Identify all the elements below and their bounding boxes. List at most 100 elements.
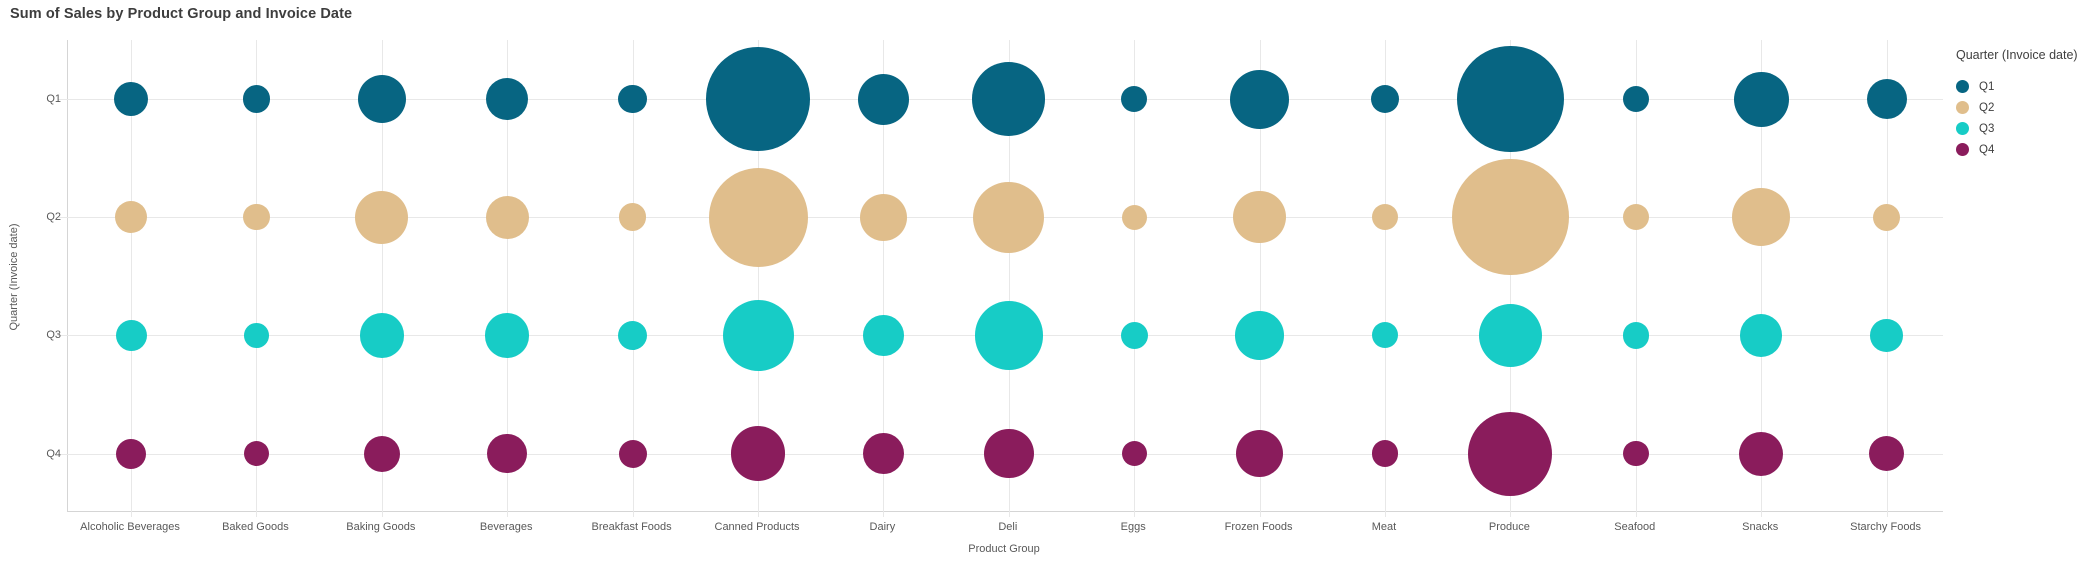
bubble-starchy-foods-q4[interactable] [1869, 436, 1905, 472]
bubble-snacks-q1[interactable] [1733, 71, 1789, 127]
x-tick-label-eggs[interactable]: Eggs [1120, 521, 1146, 533]
bubble-snacks-q4[interactable] [1739, 431, 1784, 476]
x-tick-label-beverages[interactable]: Beverages [479, 521, 533, 533]
gridline-vertical [1761, 40, 1763, 517]
bubble-produce-q3[interactable] [1478, 303, 1543, 368]
bubble-deli-q2[interactable] [973, 181, 1045, 253]
bubble-seafood-q4[interactable] [1623, 440, 1649, 467]
legend: Quarter (Invoice date) Q1 Q2 Q3 Q4 [1956, 48, 2092, 160]
bubble-breakfast-foods-q2[interactable] [618, 203, 647, 231]
gridline-vertical [381, 40, 383, 517]
bubble-beverages-q2[interactable] [485, 195, 529, 239]
legend-item-q2[interactable]: Q2 [1956, 97, 2092, 118]
bubble-deli-q1[interactable] [972, 62, 1046, 136]
bubble-breakfast-foods-q4[interactable] [618, 439, 647, 468]
bubble-frozen-foods-q1[interactable] [1230, 69, 1290, 129]
bubble-baking-goods-q3[interactable] [359, 313, 405, 358]
x-tick-label-alcoholic-beverages[interactable]: Alcoholic Beverages [80, 521, 180, 533]
bubble-eggs-q3[interactable] [1120, 321, 1148, 350]
bubble-starchy-foods-q3[interactable] [1870, 319, 1903, 352]
legend-title: Quarter (Invoice date) [1956, 48, 2078, 62]
bubble-dairy-q3[interactable] [863, 315, 904, 356]
bubble-alcoholic-beverages-q1[interactable] [114, 82, 148, 116]
bubble-baking-goods-q4[interactable] [363, 435, 400, 472]
bubble-baked-goods-q4[interactable] [243, 440, 270, 467]
bubble-deli-q3[interactable] [974, 301, 1043, 370]
bubble-canned-products-q4[interactable] [730, 426, 786, 481]
plot-area [58, 40, 1943, 517]
bubble-beverages-q3[interactable] [484, 313, 530, 358]
bubble-canned-products-q3[interactable] [722, 299, 794, 371]
x-tick-label-breakfast-foods[interactable]: Breakfast Foods [591, 521, 672, 533]
x-tick-label-produce[interactable]: Produce [1488, 521, 1530, 533]
bubble-alcoholic-beverages-q3[interactable] [115, 319, 147, 351]
x-tick-label-dairy[interactable]: Dairy [869, 521, 896, 533]
gridline-vertical [507, 40, 509, 517]
gridline-vertical [1385, 40, 1386, 517]
x-tick-label-snacks[interactable]: Snacks [1742, 521, 1779, 533]
bubble-produce-q4[interactable] [1468, 411, 1553, 496]
bubble-alcoholic-beverages-q2[interactable] [114, 200, 148, 234]
x-tick-label-canned-products[interactable]: Canned Products [714, 521, 800, 533]
bubble-canned-products-q2[interactable] [708, 167, 808, 267]
bubble-meat-q3[interactable] [1372, 322, 1398, 349]
bubble-dairy-q1[interactable] [857, 73, 909, 125]
bubble-frozen-foods-q4[interactable] [1235, 429, 1284, 478]
x-tick-label-baking-goods[interactable]: Baking Goods [346, 521, 416, 533]
gridline-vertical [256, 40, 258, 517]
bubble-starchy-foods-q2[interactable] [1872, 203, 1901, 231]
gridline-vertical [758, 40, 759, 517]
bubble-dairy-q4[interactable] [862, 433, 904, 475]
y-tick-label-q1[interactable]: Q1 [46, 93, 61, 105]
bubble-snacks-q3[interactable] [1739, 314, 1783, 357]
y-axis-title: Quarter (Invoice date) [8, 223, 20, 331]
x-tick-label-starchy-foods[interactable]: Starchy Foods [1850, 521, 1922, 533]
bubble-eggs-q1[interactable] [1121, 86, 1148, 112]
gridline-vertical [632, 40, 634, 517]
legend-item-q4[interactable]: Q4 [1956, 139, 2092, 160]
bubble-canned-products-q1[interactable] [706, 47, 810, 151]
legend-item-q1[interactable]: Q1 [1956, 76, 2092, 97]
bubble-seafood-q3[interactable] [1622, 322, 1650, 349]
bubble-beverages-q4[interactable] [487, 433, 527, 474]
bubble-breakfast-foods-q1[interactable] [618, 84, 647, 114]
legend-item-label: Q1 [1979, 80, 1995, 93]
y-tick-label-q3[interactable]: Q3 [46, 329, 61, 342]
y-tick-label-q2[interactable]: Q2 [46, 211, 61, 224]
bubble-seafood-q1[interactable] [1622, 86, 1649, 112]
bubble-baked-goods-q1[interactable] [242, 85, 271, 113]
bubble-eggs-q4[interactable] [1121, 441, 1147, 467]
legend-dot-q3 [1956, 122, 1969, 135]
gridline-vertical [1510, 40, 1512, 517]
bubble-meat-q1[interactable] [1370, 84, 1400, 114]
legend-item-label: Q2 [1979, 101, 1995, 114]
legend-item-q3[interactable]: Q3 [1956, 118, 2092, 139]
bubble-meat-q2[interactable] [1371, 203, 1399, 231]
bubble-produce-q2[interactable] [1452, 158, 1569, 276]
bubble-eggs-q2[interactable] [1121, 204, 1147, 230]
x-tick-label-meat[interactable]: Meat [1371, 521, 1397, 533]
bubble-seafood-q2[interactable] [1622, 203, 1650, 231]
bubble-dairy-q2[interactable] [859, 193, 908, 241]
bubble-starchy-foods-q1[interactable] [1866, 79, 1907, 119]
bubble-produce-q1[interactable] [1457, 45, 1564, 153]
x-tick-label-frozen-foods[interactable]: Frozen Foods [1224, 521, 1293, 533]
x-tick-label-deli[interactable]: Deli [998, 521, 1018, 533]
bubble-frozen-foods-q3[interactable] [1235, 311, 1284, 360]
x-tick-label-seafood[interactable]: Seafood [1614, 521, 1656, 533]
bubble-frozen-foods-q2[interactable] [1233, 190, 1286, 244]
y-tick-label-q4[interactable]: Q4 [46, 447, 61, 460]
bubble-breakfast-foods-q3[interactable] [617, 320, 648, 351]
bubble-alcoholic-beverages-q4[interactable] [116, 438, 146, 469]
bubble-deli-q4[interactable] [984, 428, 1034, 479]
legend-items: Q1 Q2 Q3 Q4 [1956, 76, 2092, 160]
bubble-meat-q4[interactable] [1371, 440, 1399, 467]
bubble-baking-goods-q2[interactable] [355, 190, 409, 244]
bubble-baked-goods-q2[interactable] [243, 204, 270, 231]
bubble-snacks-q2[interactable] [1732, 188, 1791, 247]
bubble-baked-goods-q3[interactable] [244, 323, 269, 348]
x-tick-label-baked-goods[interactable]: Baked Goods [222, 521, 289, 533]
bubble-beverages-q1[interactable] [486, 77, 529, 121]
bubble-baking-goods-q1[interactable] [357, 75, 406, 123]
